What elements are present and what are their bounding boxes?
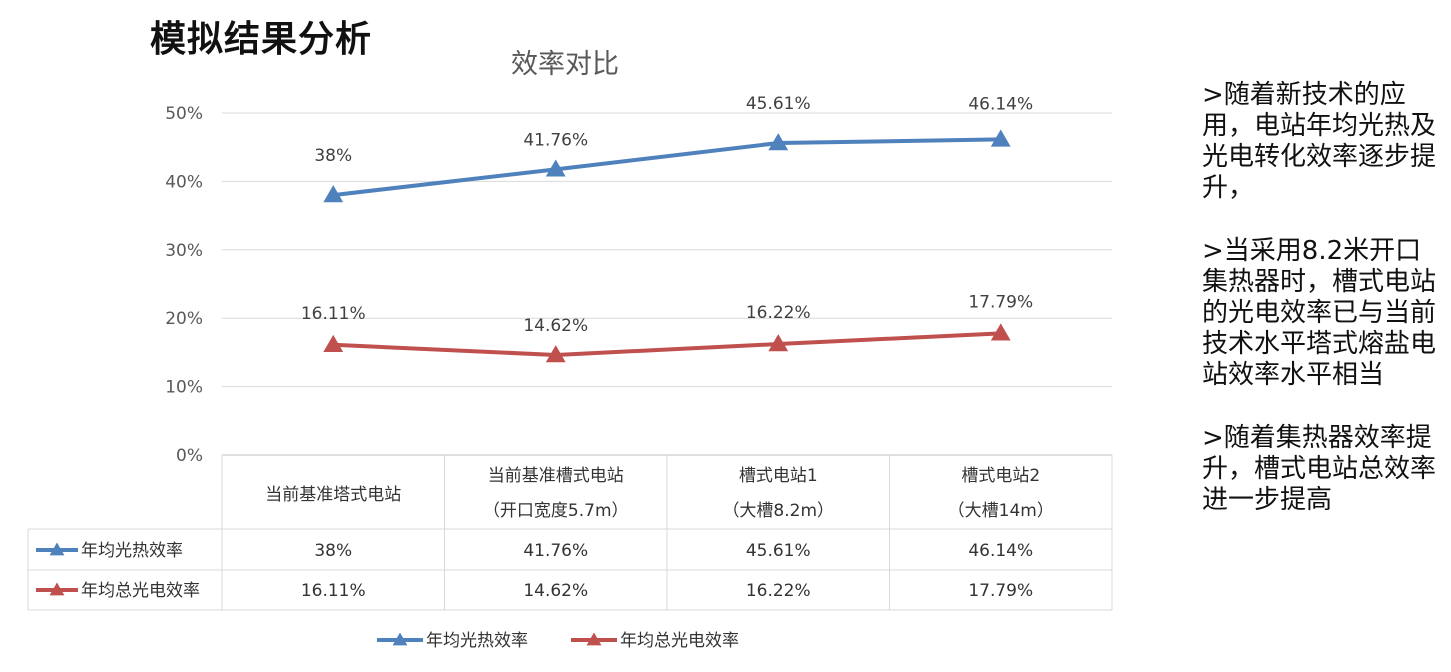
table-legend-key-marker — [49, 542, 65, 556]
table-series-name: 年均总光电效率 — [81, 581, 200, 601]
table-cell-value: 46.14% — [968, 541, 1033, 561]
data-point-marker — [768, 133, 789, 151]
y-tick-label: 30% — [165, 241, 203, 261]
data-point-marker — [545, 345, 566, 363]
data-point-marker — [768, 334, 789, 352]
y-tick-label: 20% — [165, 309, 203, 329]
table-cell-value: 45.61% — [746, 541, 811, 561]
side-notes: >随着新技术的应用，电站年均光热及光电转化效率逐步提升， >当采用8.2米开口集… — [1202, 80, 1447, 516]
x-category-sublabel: （大槽14m） — [948, 501, 1054, 521]
data-label: 41.76% — [523, 130, 588, 150]
table-cell-value: 17.79% — [968, 581, 1033, 601]
data-label: 14.62% — [523, 316, 588, 336]
series-line-2 — [333, 331, 1001, 357]
efficiency-line-chart: 0% 10% 20% 30% 40% 50% 当前基准塔式电站 当前基准槽式电站 （开口宽度5.… — [27, 94, 1113, 651]
data-label: 16.11% — [301, 304, 366, 324]
chart-title: 效率对比 — [0, 42, 1120, 81]
x-category-label: 槽式电站1 — [739, 466, 818, 486]
table-cell-value: 41.76% — [523, 541, 588, 561]
y-tick-label: 0% — [176, 446, 203, 466]
table-cell-value: 16.11% — [301, 581, 366, 601]
data-label: 16.22% — [746, 303, 811, 323]
series-line-1 — [333, 137, 1001, 198]
data-label: 17.79% — [968, 292, 1033, 312]
table-series-name: 年均光热效率 — [81, 541, 183, 561]
x-category-label: 当前基准槽式电站 — [488, 466, 624, 486]
page-title: 模拟结果分析 — [150, 19, 373, 60]
side-note-2: >当采用8.2米开口集热器时，槽式电站的光电效率已与当前技术水平塔式熔盐电站效率… — [1202, 236, 1437, 390]
legend-key-marker — [586, 632, 602, 646]
legend-label: 年均总光电效率 — [620, 631, 739, 651]
legend-key-marker — [392, 632, 408, 646]
x-category-label: 槽式电站2 — [961, 466, 1040, 486]
data-point-marker — [990, 129, 1011, 147]
x-category-sublabel: （大槽8.2m） — [722, 501, 834, 521]
data-label: 38% — [314, 146, 352, 166]
chart-title-text: 效率对比 — [511, 49, 619, 80]
side-note-1: >随着新技术的应用，电站年均光热及光电转化效率逐步提升， — [1202, 80, 1437, 203]
data-point-marker — [545, 159, 566, 177]
data-point-marker — [990, 323, 1011, 341]
x-category-sublabel: （开口宽度5.7m） — [483, 501, 629, 521]
y-tick-label: 10% — [165, 378, 203, 398]
data-label: 46.14% — [968, 94, 1033, 114]
y-tick-label: 50% — [165, 104, 203, 124]
y-tick-label: 40% — [165, 172, 203, 192]
table-legend-key-marker — [49, 582, 65, 596]
table-cell-value: 16.22% — [746, 581, 811, 601]
data-point-marker — [323, 185, 344, 203]
side-note-3: >随着集热器效率提升，槽式电站总效率进一步提高 — [1202, 423, 1437, 515]
x-category-label: 当前基准塔式电站 — [265, 485, 401, 505]
table-cell-value: 14.62% — [523, 581, 588, 601]
data-label: 45.61% — [746, 94, 811, 114]
table-cell-value: 38% — [314, 541, 352, 561]
data-point-marker — [323, 334, 344, 353]
legend-label: 年均光热效率 — [426, 631, 528, 651]
